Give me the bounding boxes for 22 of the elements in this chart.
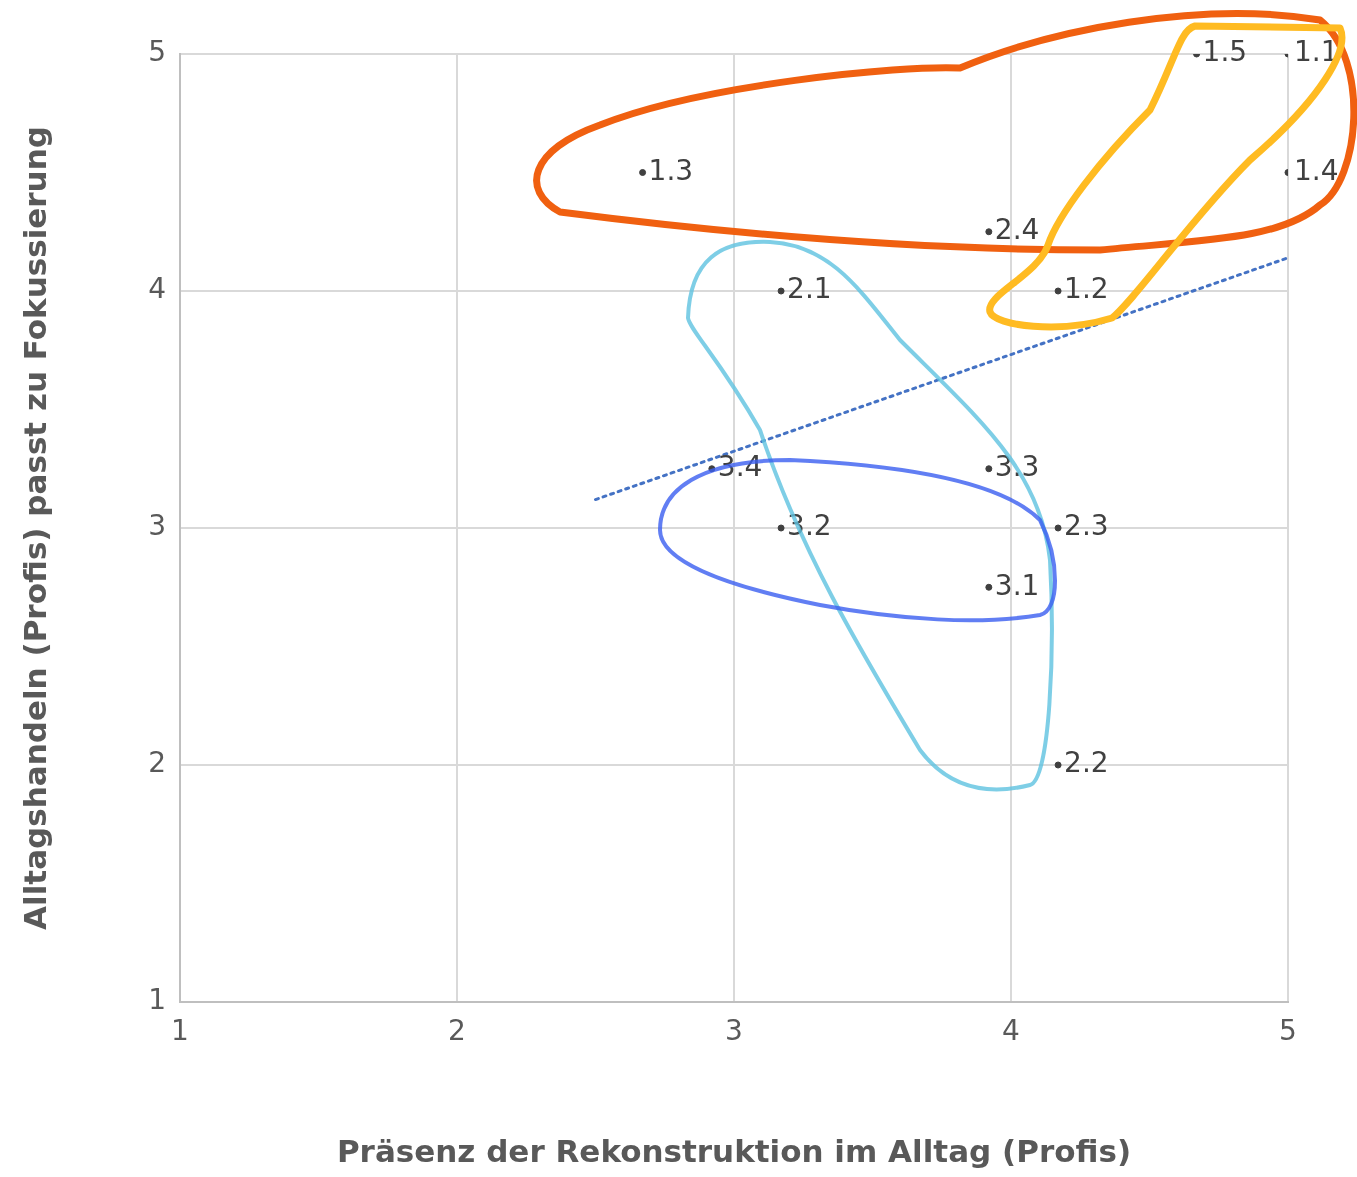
annotation: 2.2 [1064,746,1109,780]
x-tick-label: 5 [1279,1014,1297,1048]
x-axis-title: Präsenz der Rekonstruktion im Alltag (Profis) [336,1133,1132,1170]
annotation: 1.1 [1294,35,1339,69]
annotation: 1.4 [1294,153,1339,187]
y-tick-label: 5 [148,35,166,69]
annotation: 1.2 [1064,272,1109,306]
x-tick-label: 2 [448,1014,466,1048]
x-tick-label: 4 [1002,1014,1020,1048]
y-axis-title: Alltagshandeln (Profis) passt zu Fokussierung [16,126,53,930]
y-tick-label: 3 [148,509,166,543]
x-tick-label: 1 [171,1014,189,1048]
y-tick-label: 1 [148,983,166,1017]
x-tick-label: 3 [725,1014,743,1048]
y-tick-label: 4 [148,272,166,306]
annotation: 2.3 [1064,509,1109,543]
y-tick-label: 2 [148,746,166,780]
annotation: 2.1 [787,272,832,306]
annotation: 1.3 [648,153,694,187]
annotation: 1.5 [1202,35,1248,69]
annotation: 3.1 [994,568,1040,602]
annotation: 2.4 [994,213,1040,247]
